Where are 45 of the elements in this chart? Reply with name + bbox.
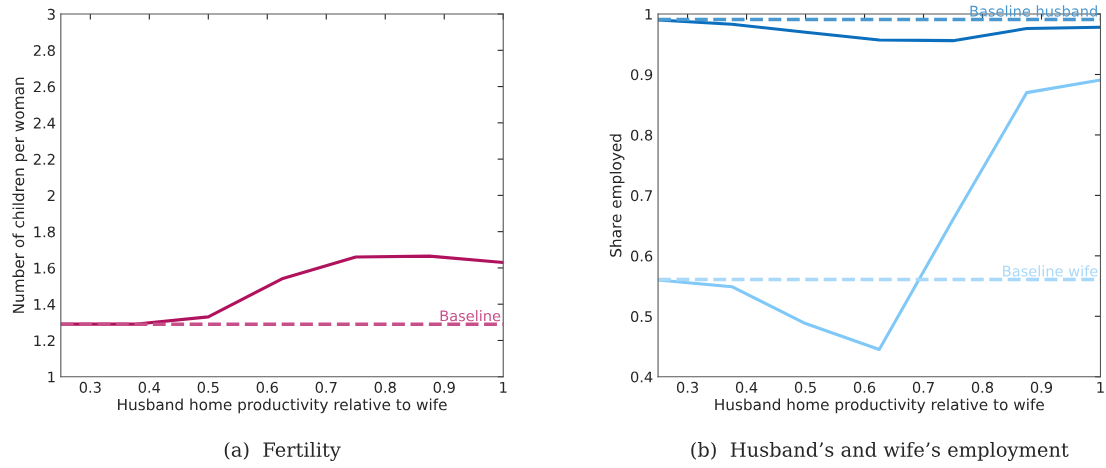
y-tick-label: 0.9 (630, 69, 653, 81)
x-tick-label: 1 (500, 382, 507, 393)
y-tick-label: 2.2 (33, 153, 55, 165)
y-axis-title: Share employed (609, 134, 625, 257)
x-tick-label: 0.8 (971, 381, 994, 393)
x-tick-label: 0.5 (197, 381, 219, 393)
y-tick-label: 2.4 (33, 117, 56, 129)
y-tick-label: 2.8 (33, 45, 55, 57)
x-tick-label: 0.5 (794, 381, 816, 393)
y-tick-label: 2.6 (33, 81, 56, 93)
y-tick-label: 1.8 (34, 226, 55, 238)
x-tick-label: 0.4 (138, 381, 161, 393)
x-tick-label: 0.9 (433, 381, 455, 393)
x-tick-label: 0.3 (79, 381, 101, 393)
line-series (658, 78, 1101, 352)
y-tick-label: 2 (47, 190, 55, 201)
x-tick-label: 0.9 (1030, 381, 1053, 393)
y-tick-label: 1.6 (34, 262, 56, 274)
y-tick-label: 0.4 (630, 371, 653, 383)
y-tick-label: 1 (645, 8, 652, 20)
y-tick-label: 1 (48, 371, 55, 383)
ref-line-label: Baseline (440, 310, 501, 322)
ref-line-label: Baseline wife (1003, 265, 1098, 277)
line-series (658, 18, 1101, 43)
x-tick-label: 0.6 (256, 381, 278, 393)
y-tick-label: 0.8 (630, 129, 653, 141)
y-tick-label: 1.2 (34, 335, 55, 347)
x-tick-label: 0.3 (676, 381, 698, 393)
y-tick-label: 3 (47, 8, 55, 20)
x-axis-title: Husband home productivity relative to wife (118, 398, 447, 414)
x-tick-label: 0.6 (853, 381, 876, 393)
x-tick-label: 0.8 (374, 381, 396, 393)
x-tick-label: 0.4 (735, 381, 758, 393)
x-tick-label: 1 (1097, 382, 1104, 393)
ref-line-label: Baseline husband (970, 5, 1097, 17)
x-tick-label: 0.7 (912, 381, 934, 393)
y-tick-label: 1.4 (34, 299, 56, 310)
y-tick-label: 0.7 (630, 190, 652, 202)
text: (b) Husband’s and wife’s employment (691, 441, 1069, 461)
x-tick-label: 0.7 (315, 381, 337, 393)
y-axis-title: Number of children per woman (12, 77, 28, 313)
y-tick-label: 0.6 (630, 250, 653, 262)
x-axis-title: Husband home productivity relative to wife (715, 398, 1044, 414)
y-tick-label: 0.5 (630, 311, 652, 323)
text: (a) Fertility (224, 441, 341, 461)
